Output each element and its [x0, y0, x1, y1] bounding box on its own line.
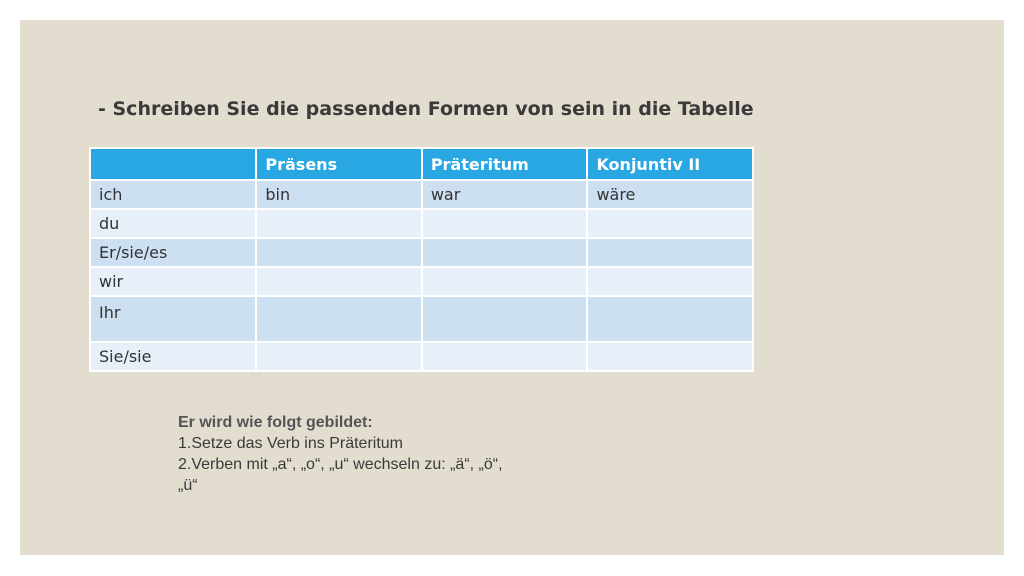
- cell-praesens: [255, 295, 423, 343]
- rule-notes: Er wird wie folgt gebildet: 1.Setze das …: [178, 412, 598, 496]
- cell-praeteritum: [420, 266, 589, 297]
- table-row-sie: Sie/sie: [88, 341, 754, 372]
- notes-line-1: 1.Setze das Verb ins Präteritum: [178, 435, 403, 452]
- cell-konjunktiv: [586, 266, 754, 297]
- cell-praeteritum: [420, 237, 589, 268]
- cell-praesens: bin: [255, 179, 423, 210]
- cell-praesens: [255, 237, 423, 268]
- notes-line-3: „ü“: [178, 477, 198, 494]
- table-row-wir: wir: [88, 266, 754, 297]
- header-cell-pronoun: [88, 147, 258, 181]
- cell-pronoun: Ihr: [88, 295, 258, 343]
- header-cell-praesens: Präsens: [255, 147, 423, 181]
- notes-title: Er wird wie folgt gebildet:: [178, 414, 373, 431]
- table-row-er-sie-es: Er/sie/es: [88, 237, 754, 268]
- cell-konjunktiv: [586, 237, 754, 268]
- cell-pronoun: ich: [88, 179, 258, 210]
- cell-pronoun: Sie/sie: [88, 341, 258, 372]
- cell-praeteritum: war: [420, 179, 589, 210]
- notes-line-2: 2.Verben mit „a“, „o“, „u“ wechseln zu: …: [178, 456, 503, 473]
- cell-praeteritum: [420, 295, 589, 343]
- slide-heading: - Schreiben Sie die passenden Formen von…: [98, 98, 754, 120]
- cell-pronoun: Er/sie/es: [88, 237, 258, 268]
- cell-pronoun: du: [88, 208, 258, 239]
- cell-praesens: [255, 266, 423, 297]
- cell-konjunktiv: [586, 341, 754, 372]
- cell-praeteritum: [420, 208, 589, 239]
- cell-pronoun: wir: [88, 266, 258, 297]
- header-cell-praeteritum: Präteritum: [420, 147, 589, 181]
- header-cell-konjunktiv: Konjuntiv II: [586, 147, 754, 181]
- table-row-ich: ich bin war wäre: [88, 179, 754, 210]
- table-row-ihr: Ihr: [88, 295, 754, 343]
- cell-konjunktiv: [586, 208, 754, 239]
- cell-konjunktiv: wäre: [586, 179, 754, 210]
- cell-praesens: [255, 341, 423, 372]
- cell-praesens: [255, 208, 423, 239]
- table-header-row: Präsens Präteritum Konjuntiv II: [88, 147, 754, 181]
- conjugation-table: Präsens Präteritum Konjuntiv II ich bin …: [88, 147, 754, 372]
- slide: - Schreiben Sie die passenden Formen von…: [20, 20, 1004, 555]
- table-row-du: du: [88, 208, 754, 239]
- cell-praeteritum: [420, 341, 589, 372]
- cell-konjunktiv: [586, 295, 754, 343]
